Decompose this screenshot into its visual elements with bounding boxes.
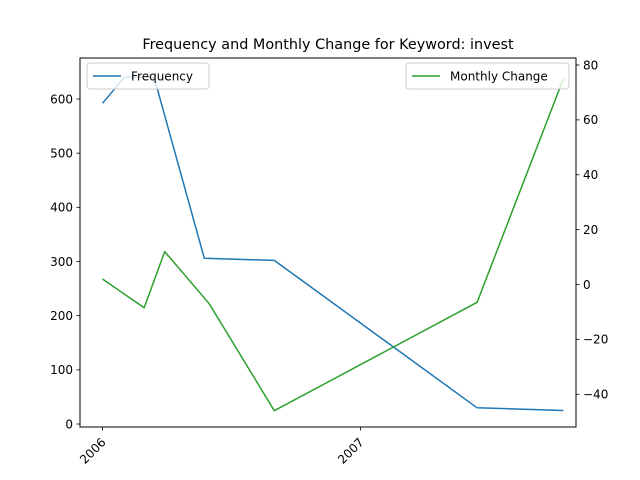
legends: Frequency Monthly Change [86,62,570,90]
chart-title: Frequency and Monthly Change for Keyword… [142,37,514,53]
right-tick-label-3: 20 [583,223,598,237]
right-tick-label-2: 0 [583,278,591,292]
right-tick-label-1: −20 [583,333,608,347]
right-tick-label-5: 60 [583,113,598,127]
legend-box-1 [405,62,570,90]
left-tick-label-0: 0 [65,417,73,431]
left-tick-label-4: 400 [50,201,73,215]
left-tick-label-2: 200 [50,309,73,323]
left-tick-label-5: 500 [50,146,73,160]
left-tick-label-3: 300 [50,255,73,269]
legend-label-1: Monthly Change [450,69,548,83]
left-tick-label-1: 100 [50,363,73,377]
left-tick-label-6: 600 [50,92,73,106]
legend-box-0 [86,62,210,90]
right-tick-label-4: 40 [583,168,598,182]
right-tick-label-6: 80 [583,58,598,72]
right-tick-label-0: −40 [583,388,608,402]
legend-label-0: Frequency [131,69,193,83]
axes-frame [79,57,577,428]
